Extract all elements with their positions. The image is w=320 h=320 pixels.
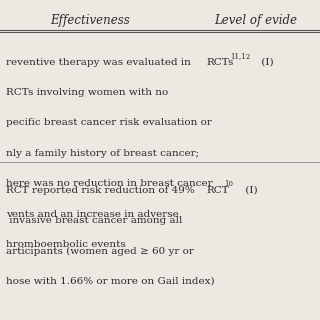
Text: Effectiveness: Effectiveness xyxy=(50,14,130,27)
Text: RCT: RCT xyxy=(206,186,229,195)
Text: here was no reduction in breast cancer: here was no reduction in breast cancer xyxy=(6,179,213,188)
Text: Level of evide: Level of evide xyxy=(214,14,298,27)
Text: RCT reported risk reduction of 49%: RCT reported risk reduction of 49% xyxy=(6,186,195,195)
Text: pecific breast cancer risk evaluation or: pecific breast cancer risk evaluation or xyxy=(6,118,212,127)
Text: invasive breast cancer among all: invasive breast cancer among all xyxy=(6,216,183,225)
Text: 11,12: 11,12 xyxy=(230,52,251,60)
Text: articipants (women aged ≥ 60 yr or: articipants (women aged ≥ 60 yr or xyxy=(6,246,194,256)
Text: 10: 10 xyxy=(224,180,233,188)
Text: (I): (I) xyxy=(258,58,273,67)
Text: RCTs: RCTs xyxy=(206,58,234,67)
Text: hose with 1.66% or more on Gail index): hose with 1.66% or more on Gail index) xyxy=(6,277,215,286)
Text: hromboembolic events: hromboembolic events xyxy=(6,240,126,249)
Text: (I): (I) xyxy=(242,186,257,195)
Text: vents and an increase in adverse: vents and an increase in adverse xyxy=(6,210,179,219)
Text: reventive therapy was evaluated in: reventive therapy was evaluated in xyxy=(6,58,191,67)
Text: nly a family history of breast cancer;: nly a family history of breast cancer; xyxy=(6,149,200,158)
Text: RCTs involving women with no: RCTs involving women with no xyxy=(6,88,169,97)
